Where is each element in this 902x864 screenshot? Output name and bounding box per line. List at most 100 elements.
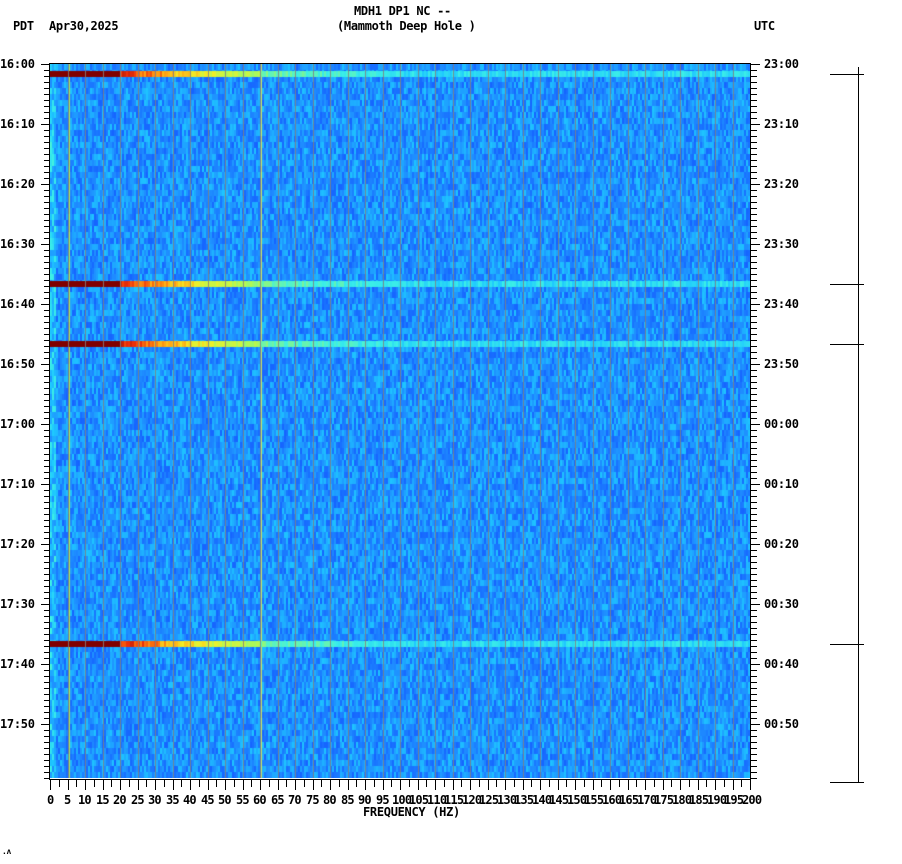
x-major-tick [540, 780, 541, 790]
left-minor-tick [44, 346, 50, 347]
left-minor-tick [44, 76, 50, 77]
x-major-tick [470, 780, 471, 790]
left-minor-tick [44, 412, 50, 413]
frequency-tick-label: 160 [602, 793, 622, 807]
right-minor-tick [751, 196, 757, 197]
right-minor-tick [751, 502, 757, 503]
left-minor-tick [44, 706, 50, 707]
frequency-tick-label: 50 [218, 793, 232, 807]
right-minor-tick [751, 754, 757, 755]
left-minor-tick [44, 586, 50, 587]
right-minor-tick [751, 226, 757, 227]
x-minor-tick [111, 780, 112, 787]
right-minor-tick [751, 70, 757, 71]
right-minor-tick [751, 250, 757, 251]
x-minor-tick [514, 780, 515, 787]
left-major-tick [41, 424, 50, 425]
left-minor-tick [44, 202, 50, 203]
left-minor-tick [44, 334, 50, 335]
right-minor-tick [751, 556, 757, 557]
left-time-label: 17:10 [0, 477, 35, 491]
left-minor-tick [44, 166, 50, 167]
left-minor-tick [44, 220, 50, 221]
left-minor-tick [44, 700, 50, 701]
footer-mark: .ʌ [2, 847, 12, 856]
left-minor-tick [44, 592, 50, 593]
spectrogram-plot [50, 64, 750, 778]
right-minor-tick [751, 628, 757, 629]
x-minor-tick [181, 780, 182, 787]
right-minor-tick [751, 466, 757, 467]
right-minor-tick [751, 682, 757, 683]
left-minor-tick [44, 532, 50, 533]
x-minor-tick [426, 780, 427, 787]
left-minor-tick [44, 688, 50, 689]
x-minor-tick [531, 780, 532, 787]
frequency-tick-label: 90 [358, 793, 372, 807]
left-time-label: 17:40 [0, 657, 35, 671]
left-minor-tick [44, 256, 50, 257]
left-major-tick [41, 184, 50, 185]
left-time-label: 16:30 [0, 237, 35, 251]
left-minor-tick [44, 676, 50, 677]
x-major-tick [400, 780, 401, 790]
right-minor-tick [751, 370, 757, 371]
right-time-label: 00:10 [764, 477, 799, 491]
x-major-tick [103, 780, 104, 790]
frequency-tick-label: 115 [444, 793, 464, 807]
right-minor-tick [751, 718, 757, 719]
left-minor-tick [44, 82, 50, 83]
right-time-label: 00:30 [764, 597, 799, 611]
right-minor-tick [751, 238, 757, 239]
frequency-tick-label: 35 [166, 793, 180, 807]
left-minor-tick [44, 226, 50, 227]
right-minor-tick [751, 154, 757, 155]
right-minor-tick [751, 706, 757, 707]
right-minor-tick [751, 610, 757, 611]
left-minor-tick [44, 646, 50, 647]
x-major-tick [208, 780, 209, 790]
x-minor-tick [356, 780, 357, 787]
x-major-tick [190, 780, 191, 790]
left-minor-tick [44, 598, 50, 599]
left-minor-tick [44, 112, 50, 113]
right-minor-tick [751, 634, 757, 635]
right-minor-tick [751, 220, 757, 221]
x-minor-tick [689, 780, 690, 787]
left-minor-tick [44, 406, 50, 407]
x-major-tick [155, 780, 156, 790]
right-time-label: 23:00 [764, 57, 799, 71]
right-major-tick [751, 244, 760, 245]
left-minor-tick [44, 430, 50, 431]
frequency-tick-label: 180 [672, 793, 692, 807]
left-minor-tick [44, 442, 50, 443]
x-minor-tick [636, 780, 637, 787]
right-minor-tick [751, 490, 757, 491]
x-minor-tick [566, 780, 567, 787]
right-minor-tick [751, 496, 757, 497]
frequency-tick-label: 200 [742, 793, 762, 807]
left-timezone-label: PDT [13, 19, 34, 33]
left-minor-tick [44, 436, 50, 437]
right-major-tick [751, 484, 760, 485]
left-minor-tick [44, 454, 50, 455]
right-minor-tick [751, 442, 757, 443]
frequency-tick-label: 85 [341, 793, 355, 807]
x-minor-tick [671, 780, 672, 787]
x-minor-tick [286, 780, 287, 787]
left-minor-tick [44, 148, 50, 149]
right-time-label: 23:50 [764, 357, 799, 371]
left-minor-tick [44, 382, 50, 383]
right-minor-tick [751, 520, 757, 521]
left-minor-tick [44, 388, 50, 389]
left-time-label: 17:50 [0, 717, 35, 731]
left-major-tick [41, 724, 50, 725]
left-minor-tick [44, 508, 50, 509]
left-minor-tick [44, 100, 50, 101]
right-minor-tick [751, 454, 757, 455]
right-time-label: 00:40 [764, 657, 799, 671]
right-minor-tick [751, 388, 757, 389]
x-major-tick [365, 780, 366, 790]
x-major-tick [383, 780, 384, 790]
x-major-tick [225, 780, 226, 790]
